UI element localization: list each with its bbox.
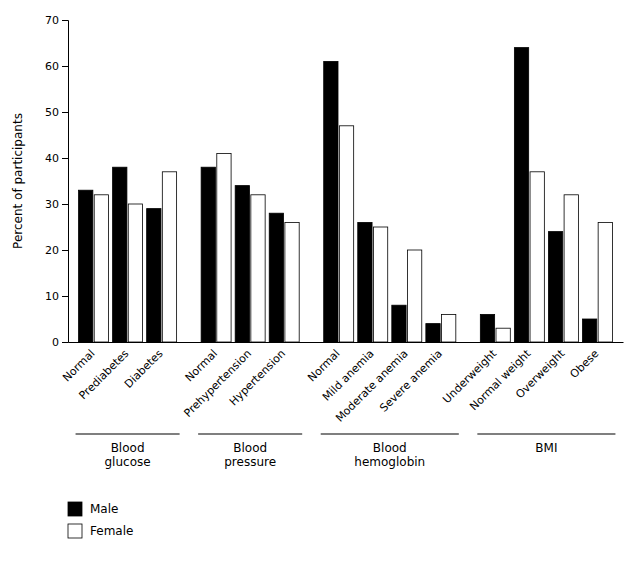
bar	[407, 250, 421, 342]
y-tick: 40	[45, 152, 68, 165]
y-tick-mark	[62, 112, 68, 113]
x-tick-label: Severe anemia	[377, 347, 445, 415]
legend-swatch	[68, 502, 82, 516]
x-tick: Diabetes	[122, 342, 166, 391]
bar	[79, 190, 93, 342]
legend-item: Female	[68, 524, 133, 538]
y-tick: 50	[45, 106, 68, 119]
legend-label: Female	[90, 524, 133, 538]
x-tick: Hypertension	[227, 342, 288, 408]
y-tick-label: 20	[45, 244, 59, 257]
y-tick: 20	[45, 244, 68, 257]
bar	[548, 232, 562, 342]
series	[94, 126, 612, 342]
groups: Bloodglucose Bloodpressure Bloodhemoglobin…	[76, 434, 616, 469]
x-tick: Prediabetes	[76, 342, 131, 402]
group-underline	[321, 433, 459, 434]
bar	[426, 324, 440, 342]
x-tick-label: Overweight	[513, 347, 568, 402]
group-underline	[198, 433, 302, 434]
x-axis: NormalPrediabetesDiabetesNormalPrehypert…	[60, 342, 623, 425]
x-tick: Normal weight	[467, 342, 534, 413]
y-tick: 10	[45, 290, 68, 303]
bar	[339, 126, 353, 342]
bar	[496, 328, 510, 342]
bar	[530, 172, 544, 342]
y-tick: 70	[45, 14, 68, 27]
x-tick: Obese	[568, 342, 602, 381]
x-tick-label: Hypertension	[227, 347, 288, 408]
series	[79, 48, 597, 342]
y-tick: 60	[45, 60, 68, 73]
x-tick-label: Prediabetes	[76, 347, 131, 402]
bar	[285, 222, 299, 342]
x-axis-line	[69, 342, 624, 343]
bar	[480, 314, 494, 342]
x-tick: Severe anemia	[377, 342, 445, 415]
bar	[201, 167, 215, 342]
y-tick-label: 0	[52, 336, 59, 349]
y-tick-label: 50	[45, 106, 59, 119]
y-tick-mark	[62, 342, 68, 343]
bar	[235, 186, 249, 342]
x-tick: Prehypertension	[181, 342, 254, 420]
y-tick: 0	[52, 336, 68, 349]
bar	[442, 314, 456, 342]
y-tick-label: 40	[45, 152, 59, 165]
group-label: Bloodhemoglobin	[354, 441, 425, 469]
group-underline	[477, 433, 615, 434]
chart: 0 10 20 30 40 50 60 70 Percent of participants No…	[0, 0, 643, 582]
bar	[598, 222, 612, 342]
legend: Male Female	[68, 502, 133, 538]
y-tick: 30	[45, 198, 68, 211]
bar	[251, 195, 265, 342]
x-tick-label: Diabetes	[122, 347, 166, 391]
y-axis-line	[62, 21, 69, 343]
y-tick-mark	[62, 66, 68, 67]
bar	[373, 227, 387, 342]
y-tick-mark	[62, 296, 68, 297]
bar	[582, 319, 596, 342]
y-axis-title: Percent of participants	[11, 113, 25, 249]
y-tick-mark	[62, 20, 68, 21]
bars	[79, 48, 613, 342]
legend-swatch	[68, 524, 82, 538]
bar	[94, 195, 108, 342]
x-tick-label: Obese	[568, 347, 602, 381]
y-tick-mark	[62, 158, 68, 159]
x-tick: Overweight	[513, 342, 568, 401]
bar	[162, 172, 176, 342]
x-tick-label: Normal weight	[467, 347, 534, 414]
y-tick-label: 60	[45, 60, 59, 73]
group-label: Bloodglucose	[105, 441, 151, 469]
bar	[128, 204, 142, 342]
plot: 0 10 20 30 40 50 60 70 Percent of participants No…	[11, 14, 624, 469]
bar	[564, 195, 578, 342]
group-label: Bloodpressure	[224, 441, 276, 469]
bar	[147, 209, 161, 342]
legend-item: Male	[68, 502, 118, 516]
bar	[113, 167, 127, 342]
legend-label: Male	[90, 502, 118, 516]
bar	[514, 48, 528, 342]
bar	[392, 305, 406, 342]
y-tick-label: 70	[45, 14, 59, 27]
y-tick-label: 10	[45, 290, 59, 303]
bar	[269, 213, 283, 342]
bar	[324, 61, 338, 342]
y-axis: 0 10 20 30 40 50 60 70	[45, 14, 69, 349]
y-tick-label: 30	[45, 198, 59, 211]
bar	[217, 153, 231, 342]
bar	[358, 222, 372, 342]
y-tick-mark	[62, 204, 68, 205]
y-tick-mark	[62, 250, 68, 251]
group-label: BMI	[535, 441, 557, 455]
group-underline	[76, 433, 180, 434]
